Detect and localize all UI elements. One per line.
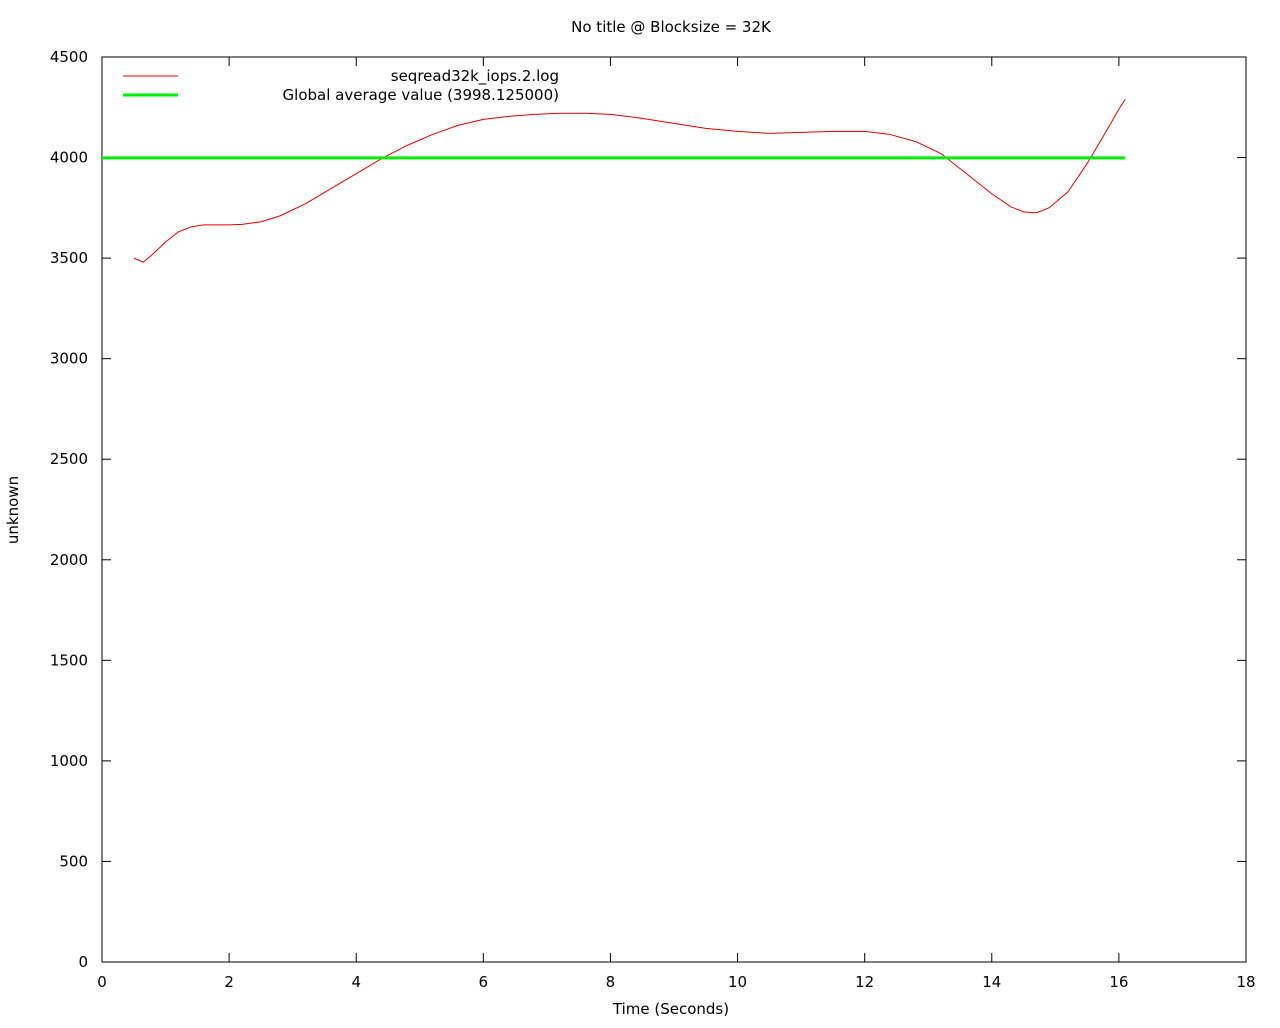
y-tick-label: 4000: [50, 149, 88, 167]
x-tick-label: 8: [606, 973, 616, 991]
x-tick-label: 4: [351, 973, 361, 991]
x-tick-label: 12: [855, 973, 874, 991]
y-axis: 0 500 1000 1500 2000 2500 3000 3500 4000 4500: [50, 48, 1246, 971]
y-tick-label: 4500: [50, 48, 88, 66]
legend-label-1: seqread32k_iops.2.log: [391, 67, 559, 86]
x-tick-label: 10: [728, 973, 747, 991]
y-tick-label: 2500: [50, 450, 88, 468]
series-line-1: [133, 98, 1126, 263]
y-tick-label: 1500: [50, 651, 88, 669]
legend-label-2: Global average value (3998.125000): [283, 86, 559, 104]
x-tick-label: 14: [982, 973, 1001, 991]
series-layer: [102, 98, 1126, 263]
y-tick-label: 0: [78, 953, 88, 971]
x-tick-label: 16: [1109, 973, 1128, 991]
x-axis: 0 2 4 6 8 10 12 14 16 18: [97, 57, 1256, 991]
x-tick-label: 2: [224, 973, 234, 991]
chart-title: No title @ Blocksize = 32K: [571, 18, 772, 36]
plot-frame: [101, 56, 1247, 963]
x-axis-label: Time (Seconds): [612, 1000, 729, 1018]
y-tick-label: 2000: [50, 551, 88, 569]
y-tick-label: 3500: [50, 249, 88, 267]
y-tick-label: 3000: [50, 350, 88, 368]
y-tick-label: 1000: [50, 752, 88, 770]
y-tick-label: 500: [59, 852, 88, 870]
y-axis-label: unknown: [4, 476, 22, 544]
x-tick-label: 6: [479, 973, 489, 991]
x-tick-label: 0: [97, 973, 107, 991]
x-tick-label: 18: [1236, 973, 1255, 991]
